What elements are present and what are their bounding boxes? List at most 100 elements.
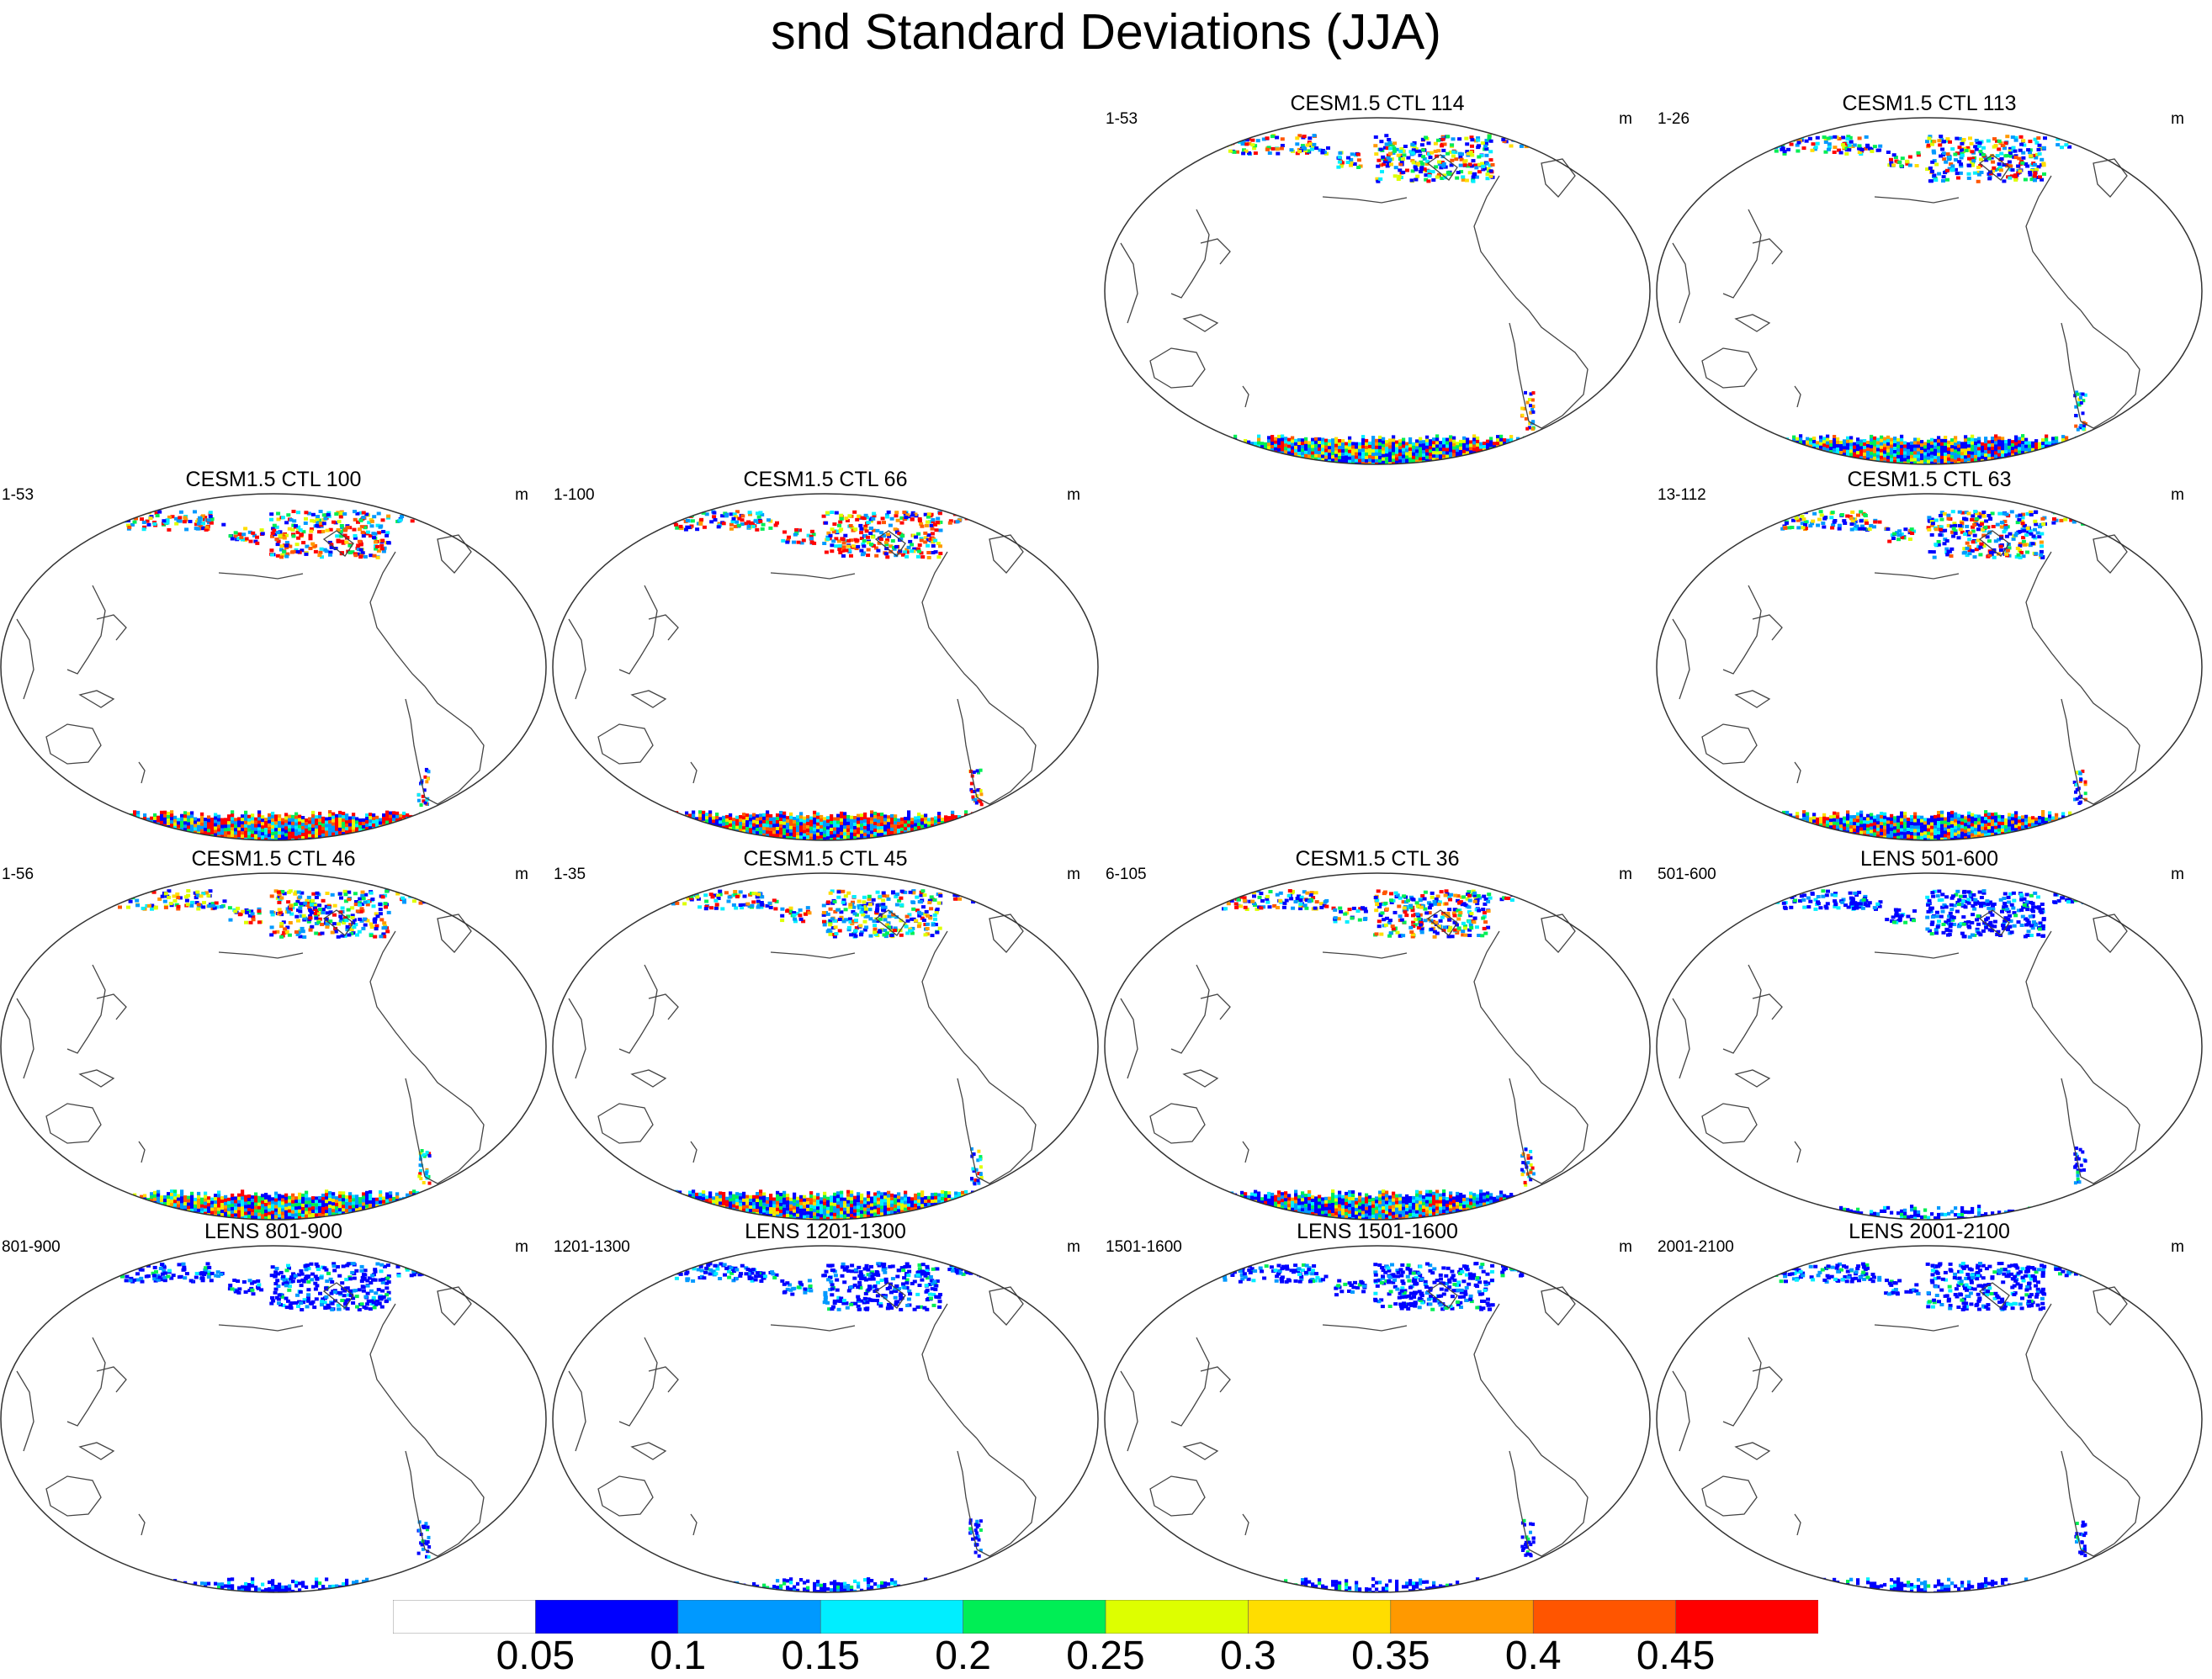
main-title: snd Standard Deviations (JJA) [771,4,1441,60]
map-outline [0,1245,547,1593]
colorbar-tick-label: 0.05 [496,1634,576,1678]
panel-units: m [515,866,528,883]
panel-units: m [1619,866,1632,883]
panel-title: CESM1.5 CTL 63 [1847,468,2012,491]
colorbar-swatch [1390,1600,1535,1634]
panel-title: CESM1.5 CTL 46 [191,847,356,871]
coastlines [1120,909,1589,1184]
panel-year-range: 1-53 [2,486,34,504]
map-panel-ctl100: CESM1.5 CTL 100 1-53 m [0,466,547,842]
map-outline [1104,117,1651,465]
map-outline [1656,117,2203,465]
panel-year-range: 1-56 [2,866,34,883]
coastlines [568,530,1037,805]
colorbar-tick-label: 0.25 [1066,1634,1145,1678]
panel-title: CESM1.5 CTL 36 [1295,847,1460,871]
panel-units: m [1619,1238,1632,1256]
map-outline [552,1245,1099,1593]
map-outline [1104,872,1651,1221]
panel-units: m [2171,110,2184,128]
panel-units: m [2171,866,2184,883]
panel-year-range: 801-900 [2,1238,61,1256]
snow-depth-field [611,1258,1077,1592]
snow-depth-field [1715,1258,2180,1592]
panel-title: CESM1.5 CTL 45 [743,847,908,871]
panel-units: m [1619,110,1632,128]
panel-year-range: 13-112 [1658,486,1706,504]
colorbar-tick-label: 0.4 [1504,1634,1562,1678]
map-outline [0,872,547,1221]
snow-depth-field [611,506,1078,840]
panel-title: CESM1.5 CTL 66 [743,468,908,491]
map-panel-ctl45: CESM1.5 CTL 45 1-35 m [552,845,1099,1221]
snow-depth-field [1163,885,1630,1220]
snow-depth-field [1715,885,2180,1220]
colorbar-tick-label: 0.45 [1636,1634,1716,1678]
map-outline [1656,872,2203,1221]
colorbar-swatch [820,1600,964,1634]
panel-title: LENS 801-900 [204,1220,342,1243]
panel-title: LENS 2001-2100 [1849,1220,2010,1243]
world-map [0,872,547,1221]
snow-depth-field [1715,506,2182,840]
map-panel-lens1201: LENS 1201-1300 1201-1300 m [552,1218,1099,1594]
panel-units: m [515,486,528,504]
coastlines [1672,1282,2140,1557]
panel-title: LENS 1501-1600 [1297,1220,1458,1243]
map-panel-lens1501: LENS 1501-1600 1501-1600 m [1104,1218,1651,1594]
coastlines [568,909,1037,1184]
coastlines [1672,530,2140,805]
panel-year-range: 2001-2100 [1658,1238,1734,1256]
map-panel-lens501: LENS 501-600 501-600 m [1656,845,2203,1221]
map-outline [0,493,547,841]
snow-depth-field [59,885,526,1220]
map-panel-ctl113: CESM1.5 CTL 113 1-26 m [1656,90,2203,466]
colorbar-tick-label: 0.35 [1351,1634,1430,1678]
coastlines [1120,154,1589,429]
coastlines [16,530,485,805]
world-map [1656,1245,2203,1593]
colorbar-tick-label: 0.2 [935,1634,991,1678]
panel-units: m [515,1238,528,1256]
map-outline [1104,1245,1651,1593]
map-outline [552,493,1099,841]
snow-depth-field [1163,130,1630,464]
panel-units: m [1067,866,1080,883]
panel-year-range: 1-35 [554,866,586,883]
world-map [1656,493,2203,841]
panel-title: LENS 501-600 [1859,847,1998,871]
world-map [0,493,547,841]
colorbar-swatch [535,1600,679,1634]
map-panel-lens801: LENS 801-900 801-900 m [0,1218,547,1594]
coastlines [16,1282,485,1557]
panel-year-range: 1201-1300 [554,1238,630,1256]
colorbar-tick-label: 0.1 [650,1634,707,1678]
coastlines [16,909,485,1184]
map-panel-lens2001: LENS 2001-2100 2001-2100 m [1656,1218,2203,1594]
snow-depth-field [59,506,523,840]
snow-depth-field [1163,1258,1630,1592]
coastlines [1672,154,2140,429]
colorbar-swatch [1532,1600,1677,1634]
panel-year-range: 1-100 [554,486,595,504]
coastlines [1120,1282,1589,1557]
colorbar-tick-label: 0.3 [1220,1634,1276,1678]
world-map [1656,117,2203,465]
world-map [1656,872,2203,1221]
panel-year-range: 1-53 [1106,110,1138,128]
colorbar-tick-label: 0.15 [781,1634,860,1678]
panel-title: LENS 1201-1300 [745,1220,906,1243]
colorbar-swatch [393,1600,537,1634]
panel-year-range: 1501-1600 [1106,1238,1182,1256]
map-panel-ctl36: CESM1.5 CTL 36 6-105 m [1104,845,1651,1221]
world-map [552,493,1099,841]
map-panel-ctl63: CESM1.5 CTL 63 13-112 m [1656,466,2203,842]
snow-depth-field [1715,130,2182,464]
panel-units: m [1067,486,1080,504]
map-panel-ctl46: CESM1.5 CTL 46 1-56 m [0,845,547,1221]
coastlines [1672,909,2140,1184]
panel-year-range: 6-105 [1106,866,1147,883]
panel-year-range: 1-26 [1658,110,1690,128]
colorbar-swatch [1248,1600,1392,1634]
world-map [552,872,1099,1221]
